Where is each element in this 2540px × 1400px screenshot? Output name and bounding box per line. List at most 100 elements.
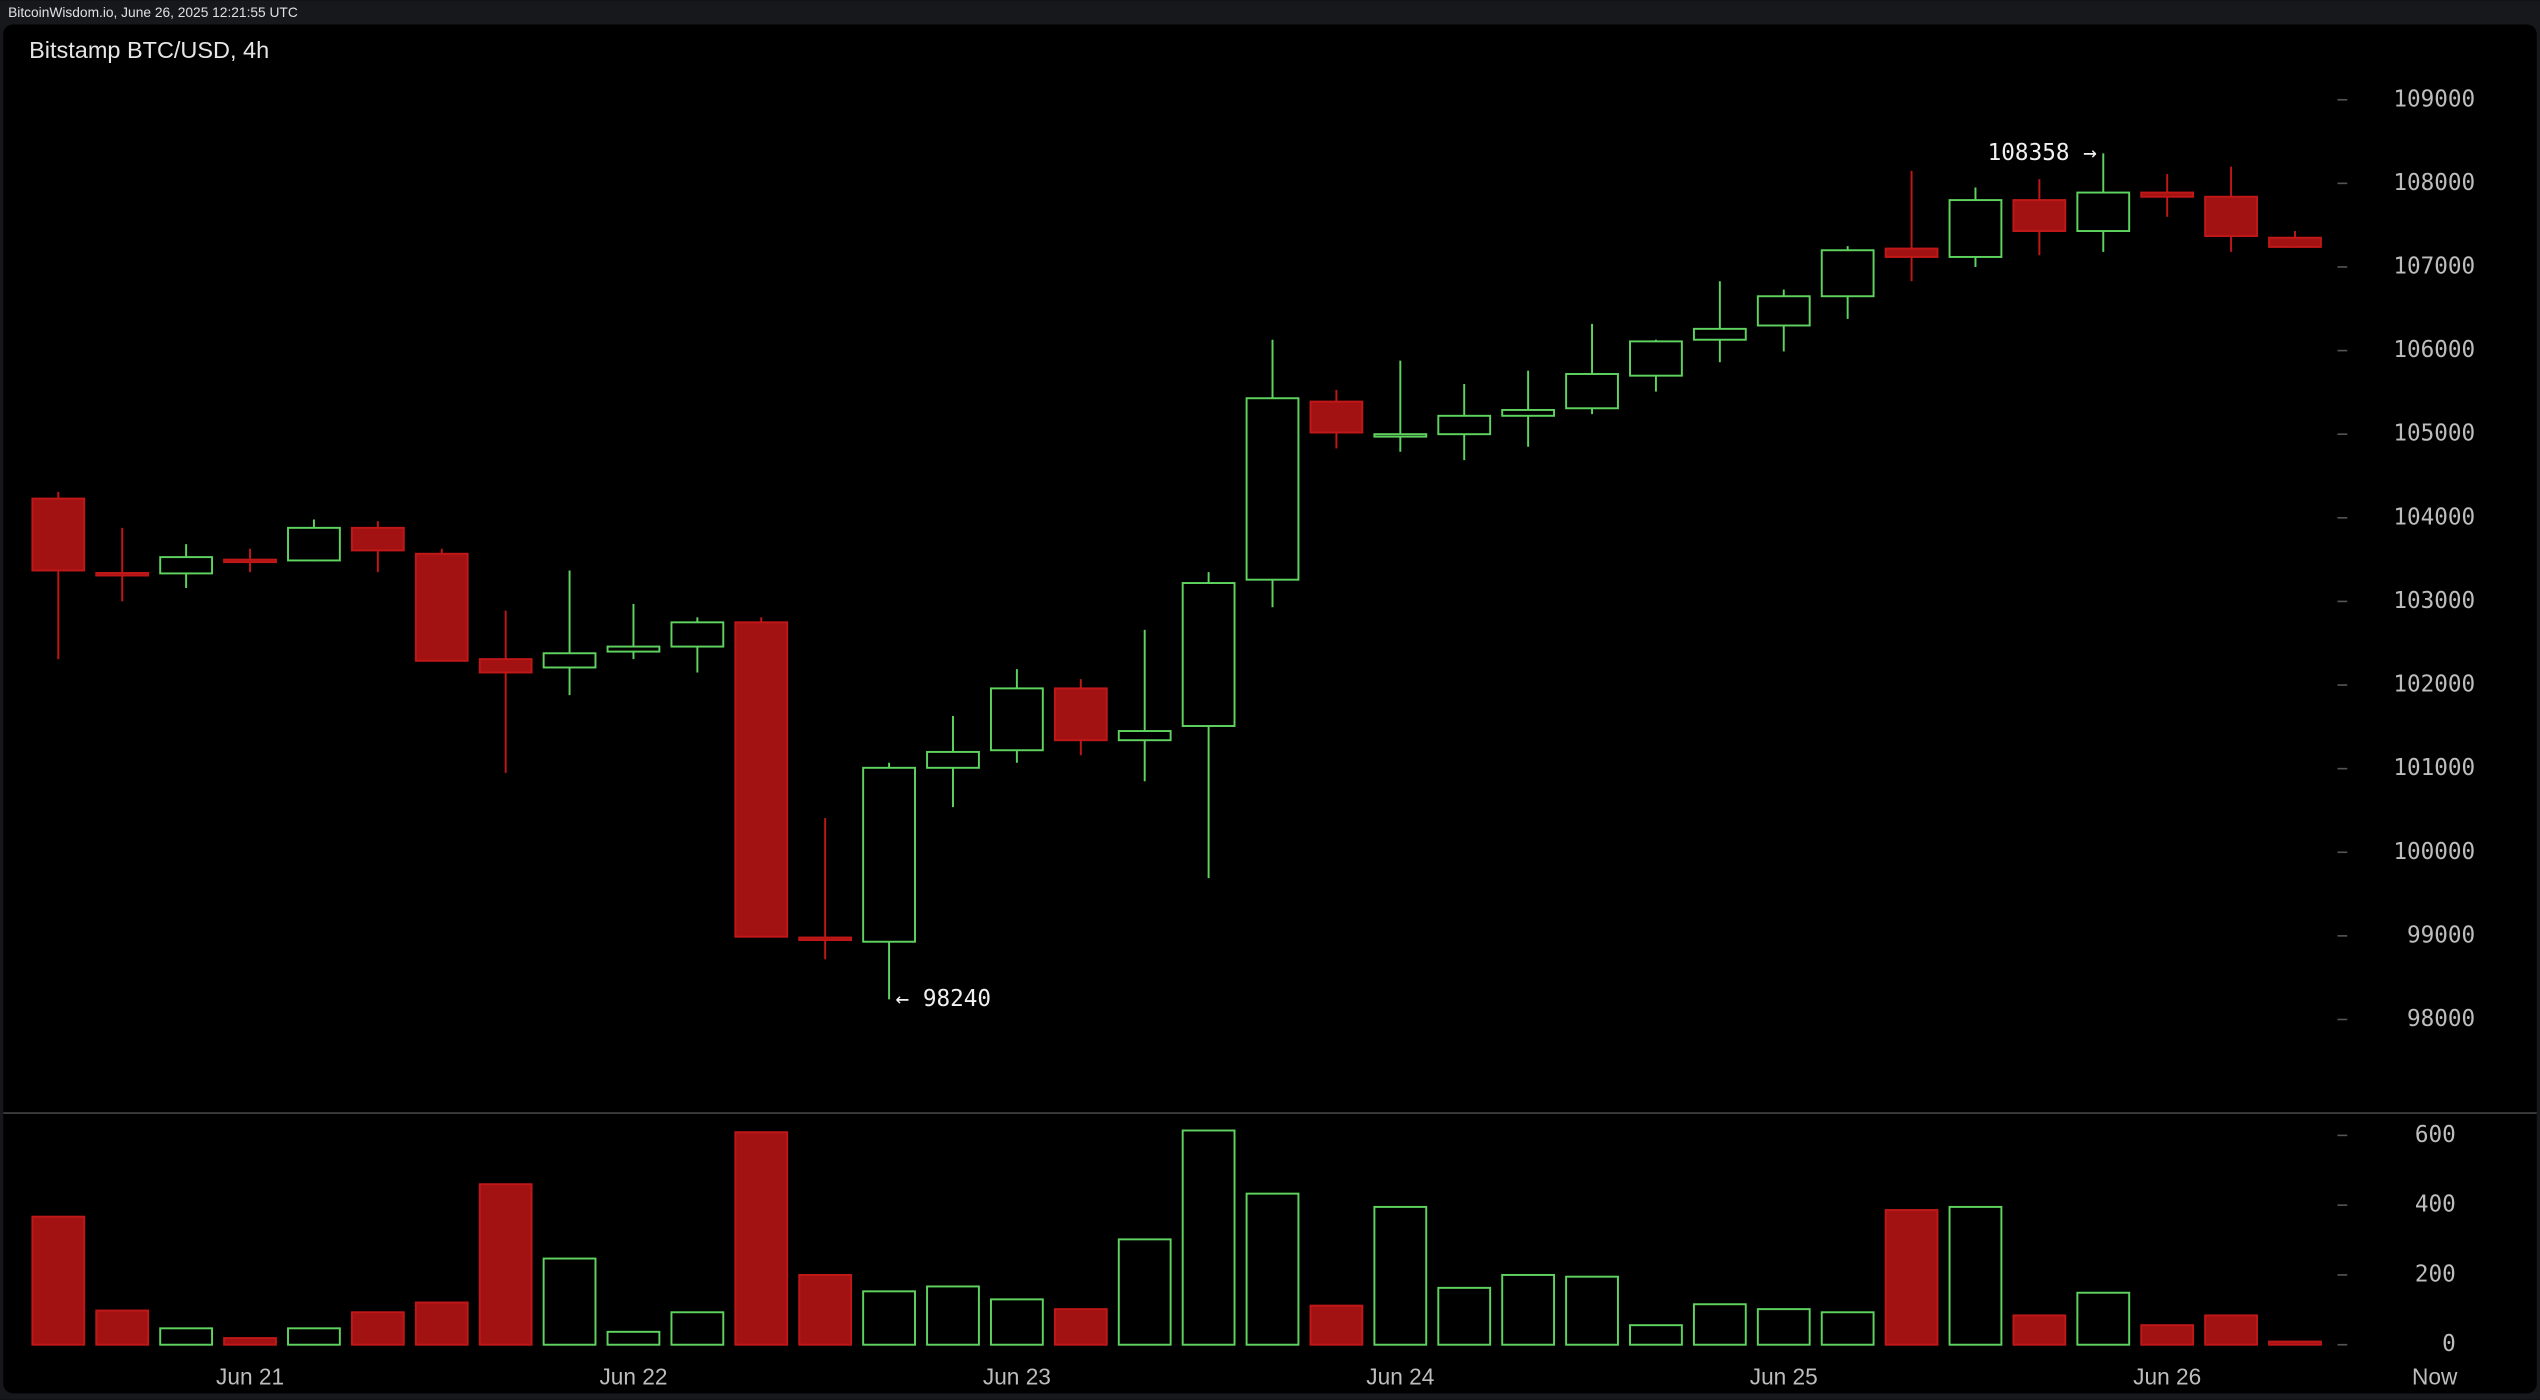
volume-bar [926, 1285, 980, 1346]
x-tick-label: Jun 25 [1750, 1364, 1818, 1390]
volume-bar [542, 1257, 597, 1346]
volume-bar [1309, 1304, 1364, 1346]
annotation: 108358 → [1988, 140, 2097, 166]
candle-body [1501, 408, 1556, 417]
candle-body [2076, 191, 2131, 232]
candle-body [798, 936, 853, 942]
volume-bar [862, 1290, 916, 1346]
y-tick-label: 105000 [2393, 421, 2475, 447]
volume-bar [1181, 1129, 1236, 1346]
volume-bar [1437, 1286, 1492, 1346]
candle-body [31, 497, 86, 572]
volume-bar [2076, 1291, 2131, 1346]
y-tick-label: 98000 [2407, 1006, 2475, 1032]
candle-body [1373, 433, 1428, 438]
y-tick-label: 109000 [2393, 86, 2475, 112]
candle-body [1437, 414, 1492, 436]
candle-body [478, 658, 533, 674]
candle-body [1565, 373, 1619, 410]
candle-body [990, 687, 1044, 752]
candle-body [2268, 236, 2322, 248]
candle-body [670, 621, 725, 648]
volume-bar [606, 1330, 661, 1346]
x-tick-label: Jun 24 [1366, 1364, 1434, 1390]
candle-body [1245, 397, 1300, 581]
candle-body [2204, 195, 2258, 238]
candle-body [1884, 247, 1939, 258]
candle-body [1309, 400, 1364, 434]
y2-tick-label: 600 [2415, 1122, 2456, 1148]
x-tick-label: Jun 21 [216, 1364, 284, 1390]
volume-bar [159, 1327, 214, 1346]
volume-bar [350, 1311, 405, 1346]
x-tick-label: Jun 26 [2133, 1364, 2201, 1390]
volume-bar [287, 1327, 341, 1346]
candle-body [414, 552, 469, 662]
volume-bar [1692, 1303, 1747, 1346]
volume-bar [1820, 1311, 1875, 1346]
candle-body [926, 750, 980, 769]
candle-body [1692, 327, 1747, 341]
volume-bar [670, 1311, 725, 1346]
volume-bar [1948, 1205, 2003, 1346]
volume-bar [1053, 1308, 1108, 1346]
volume-bar [31, 1215, 86, 1346]
volume-bar [1501, 1273, 1556, 1346]
chart-area [3, 24, 2537, 1394]
volume-bar [990, 1298, 1044, 1346]
volume-bar [2012, 1314, 2067, 1346]
volume-bar [1373, 1205, 1428, 1346]
candle-body [862, 766, 916, 943]
candle-body [2012, 199, 2067, 232]
candle-body [734, 621, 789, 938]
y2-tick-label: 400 [2415, 1192, 2456, 1218]
candle-body [2140, 191, 2195, 198]
volume-bar [798, 1273, 853, 1346]
y2-tick-label: 200 [2415, 1261, 2456, 1287]
candle-body [223, 558, 277, 564]
volume-bar [1884, 1209, 1939, 1346]
candle-body [542, 652, 597, 669]
x-tick-label: Jun 22 [599, 1364, 667, 1390]
volume-bar [478, 1183, 533, 1346]
volume-bar [1629, 1324, 1683, 1346]
volume-bar [734, 1131, 789, 1346]
candle-body [1820, 249, 1875, 298]
volume-bar [223, 1337, 277, 1346]
candle-body [1181, 582, 1236, 727]
candle-body [287, 526, 341, 562]
volume-bar [1756, 1308, 1811, 1346]
volume-bar [414, 1301, 469, 1346]
y-tick-label: 107000 [2393, 253, 2475, 279]
x-tick-label: Jun 23 [983, 1364, 1051, 1390]
volume-bar [2268, 1340, 2322, 1346]
annotation: ← 98240 [896, 986, 991, 1012]
volume-bar [95, 1309, 150, 1346]
volume-bar [1117, 1238, 1172, 1346]
volume-bar [2140, 1324, 2195, 1346]
y-tick-label: 104000 [2393, 504, 2475, 530]
candle-body [95, 572, 150, 577]
candle-body [606, 645, 661, 653]
chart-title: Bitstamp BTC/USD, 4h [29, 37, 269, 63]
y-tick-label: 101000 [2393, 755, 2475, 781]
y-tick-label: 100000 [2393, 839, 2475, 865]
volume-bar [1245, 1192, 1300, 1346]
y-tick-label: 106000 [2393, 337, 2475, 363]
header: BitcoinWisdom.io, June 26, 2025 12:21:55… [8, 5, 298, 20]
candle-body [350, 526, 405, 552]
candle-body [1117, 730, 1172, 742]
candle-body [1756, 295, 1811, 327]
candle-body [1629, 340, 1683, 377]
volume-bar [1565, 1275, 1619, 1346]
volume-bar [2204, 1314, 2258, 1346]
y-tick-label: 103000 [2393, 588, 2475, 614]
candle-body [1053, 687, 1108, 742]
candle-body [1948, 199, 2003, 258]
y2-tick-label: 0 [2442, 1331, 2456, 1357]
x-end-label: Now [2412, 1364, 2458, 1390]
y-tick-label: 102000 [2393, 672, 2475, 698]
candle-body [159, 556, 214, 575]
